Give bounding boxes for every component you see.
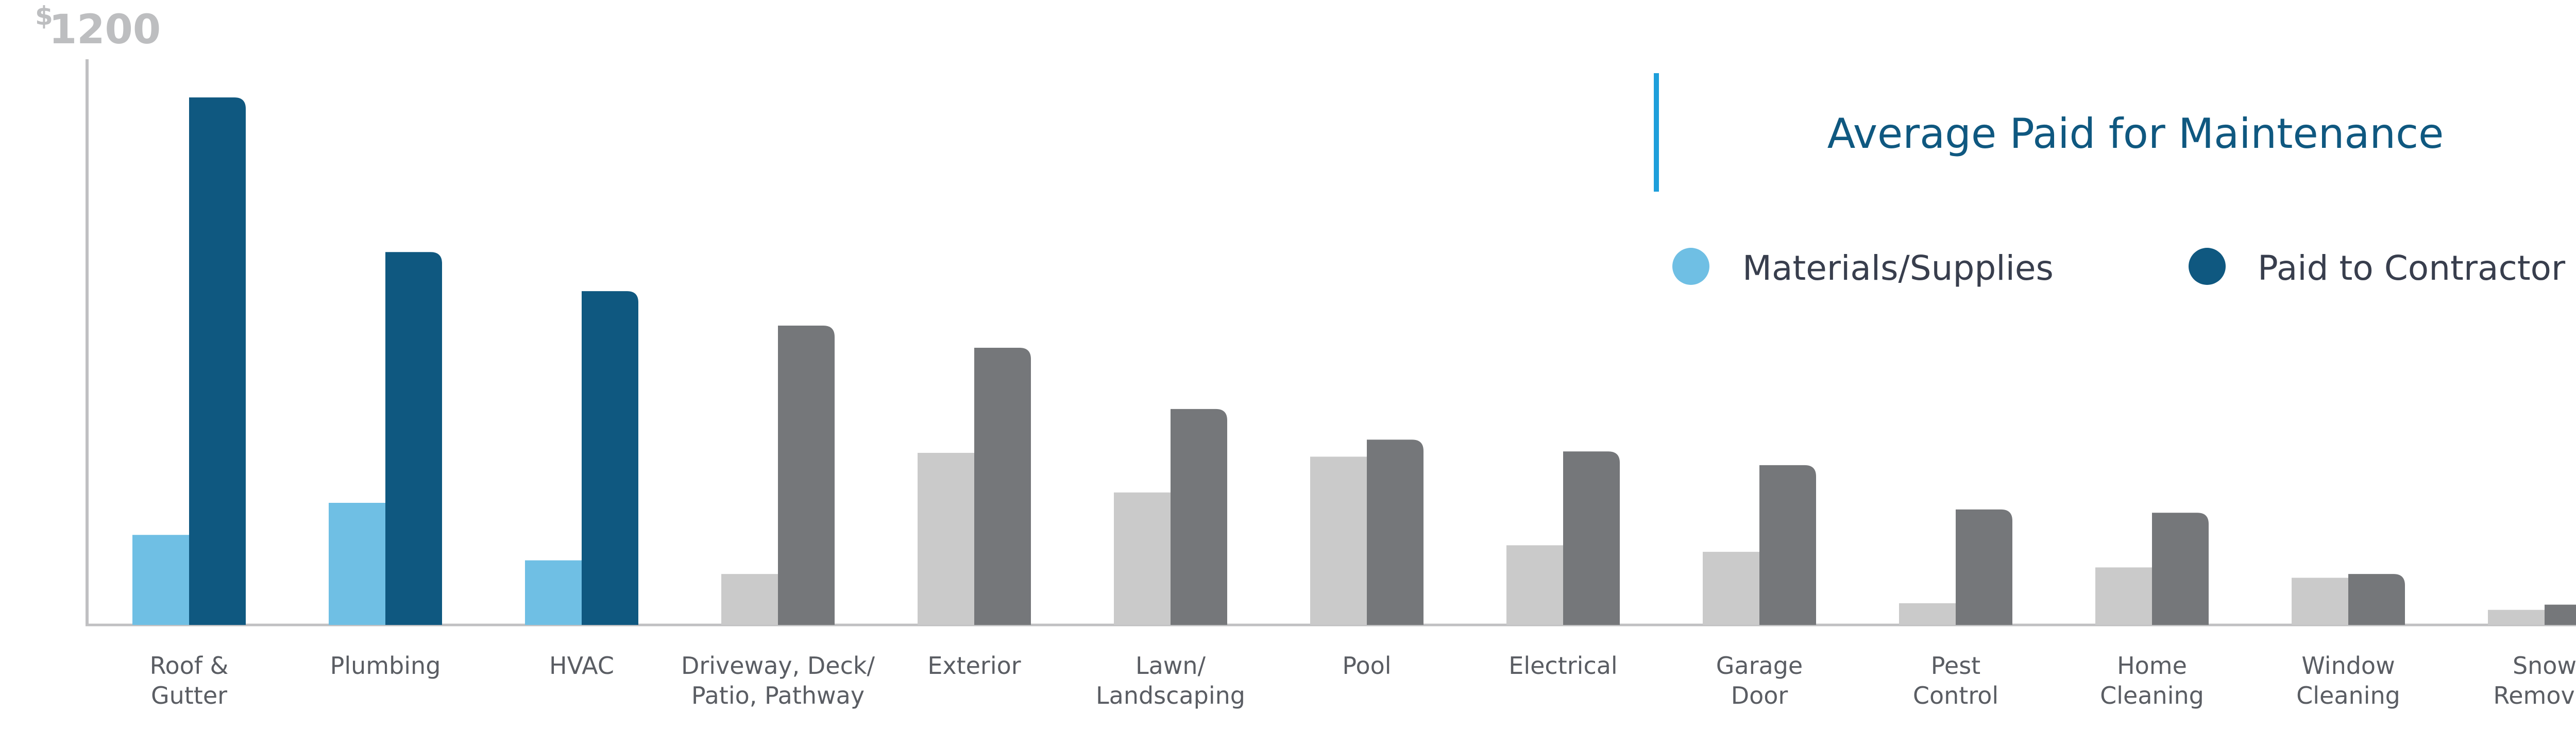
bar-materials — [1703, 552, 1759, 625]
bar-materials — [1899, 603, 1956, 625]
bar-materials — [918, 453, 974, 625]
bar-materials — [329, 503, 385, 625]
legend-label-contractor: Paid to Contractor — [2258, 248, 2566, 288]
bar-contractor — [2152, 513, 2209, 625]
bar-contractor — [778, 325, 835, 625]
bar-contractor — [2545, 604, 2576, 625]
title-rule-left — [1654, 73, 1659, 192]
x-tick-label: Control — [1913, 682, 1998, 709]
bar-contractor — [2348, 574, 2405, 625]
x-tick-label: Driveway, Deck/ — [681, 652, 875, 680]
x-tick-label: Lawn/ — [1136, 652, 1206, 680]
x-tick-label: Garage — [1716, 652, 1803, 680]
x-tick-label: Cleaning — [2296, 682, 2400, 709]
legend: Average Paid for Maintenance Materials/S… — [1654, 73, 2566, 288]
bar-materials — [721, 574, 778, 625]
bar-materials — [2292, 578, 2348, 625]
x-tick-label: HVAC — [549, 652, 614, 680]
bar-materials — [132, 535, 189, 625]
y-top-tick-label: 1200 — [49, 7, 161, 53]
x-tick-labels: Roof &Gutter Plumbing HVAC Driveway, Deck/P… — [150, 652, 2576, 709]
legend-swatch-contractor — [2189, 248, 2226, 285]
bar-materials — [1114, 492, 1171, 625]
x-tick-label: Snow — [2513, 652, 2576, 680]
bar-contractor — [1367, 439, 1423, 625]
y-top-currency: $ — [35, 1, 53, 31]
bars — [132, 97, 2576, 625]
x-tick-label: Pest — [1931, 652, 1980, 680]
bar-materials — [1506, 545, 1563, 625]
x-tick-label: Plumbing — [330, 652, 441, 680]
bar-materials — [2095, 567, 2152, 625]
x-tick-label: Electrical — [1509, 652, 1617, 680]
bar-contractor — [1759, 465, 1816, 625]
x-tick-label: Roof & — [150, 652, 229, 680]
chart-title: Average Paid for Maintenance — [1827, 110, 2444, 158]
x-tick-label: Exterior — [927, 652, 1021, 680]
bar-materials — [1310, 456, 1367, 625]
bar-materials — [525, 560, 582, 625]
x-tick-label: Gutter — [151, 682, 227, 709]
bar-contractor — [1956, 509, 2012, 625]
x-tick-label: Patio, Pathway — [691, 682, 865, 709]
legend-swatch-materials — [1672, 248, 1709, 285]
bar-contractor — [974, 347, 1031, 625]
x-tick-label: Window — [2301, 652, 2395, 680]
bar-contractor — [1171, 409, 1227, 625]
bar-contractor — [1563, 451, 1620, 625]
x-tick-label: Cleaning — [2100, 682, 2204, 709]
x-tick-label: Pool — [1342, 652, 1391, 680]
x-tick-label: Removal — [2493, 682, 2576, 709]
bar-contractor — [582, 291, 638, 625]
x-tick-label: Door — [1731, 682, 1788, 709]
legend-label-materials: Materials/Supplies — [1742, 248, 2054, 288]
bar-contractor — [189, 97, 246, 625]
x-tick-label: Home — [2117, 652, 2187, 680]
x-tick-label: Landscaping — [1096, 682, 1245, 709]
bar-contractor — [385, 252, 442, 625]
bar-materials — [2488, 609, 2545, 625]
